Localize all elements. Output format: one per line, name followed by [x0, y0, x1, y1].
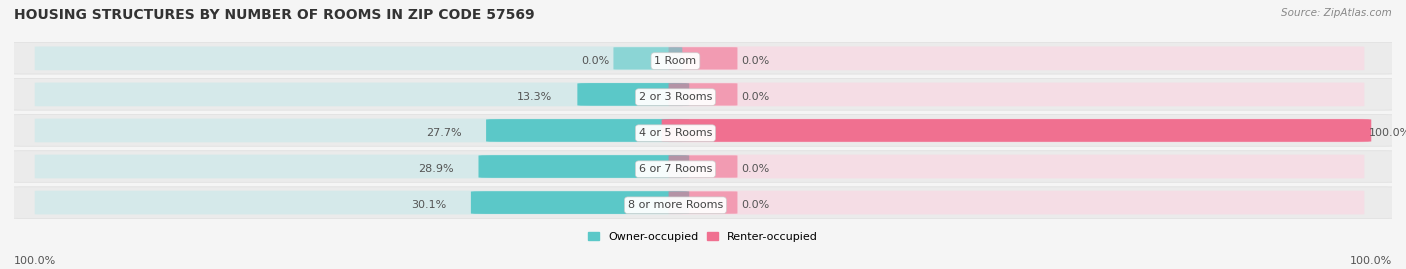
Text: 0.0%: 0.0% [741, 164, 770, 174]
Text: Source: ZipAtlas.com: Source: ZipAtlas.com [1281, 8, 1392, 18]
Text: 8 or more Rooms: 8 or more Rooms [628, 200, 723, 210]
FancyBboxPatch shape [669, 47, 1364, 70]
Text: 6 or 7 Rooms: 6 or 7 Rooms [638, 164, 711, 174]
Text: 27.7%: 27.7% [426, 128, 461, 138]
Text: 2 or 3 Rooms: 2 or 3 Rooms [638, 92, 711, 102]
Text: 0.0%: 0.0% [581, 56, 609, 66]
FancyBboxPatch shape [7, 187, 1399, 218]
Text: 100.0%: 100.0% [1350, 256, 1392, 266]
Text: HOUSING STRUCTURES BY NUMBER OF ROOMS IN ZIP CODE 57569: HOUSING STRUCTURES BY NUMBER OF ROOMS IN… [14, 8, 534, 22]
FancyBboxPatch shape [669, 83, 1364, 106]
FancyBboxPatch shape [35, 83, 682, 106]
Text: 0.0%: 0.0% [741, 56, 770, 66]
FancyBboxPatch shape [486, 119, 689, 142]
FancyBboxPatch shape [613, 47, 682, 70]
FancyBboxPatch shape [35, 155, 682, 178]
FancyBboxPatch shape [35, 119, 682, 142]
FancyBboxPatch shape [478, 155, 689, 178]
FancyBboxPatch shape [669, 47, 738, 70]
FancyBboxPatch shape [7, 79, 1399, 110]
Text: 100.0%: 100.0% [14, 256, 56, 266]
FancyBboxPatch shape [35, 191, 682, 214]
FancyBboxPatch shape [35, 47, 682, 70]
FancyBboxPatch shape [7, 151, 1399, 182]
FancyBboxPatch shape [471, 191, 689, 214]
Text: 1 Room: 1 Room [654, 56, 696, 66]
Text: 100.0%: 100.0% [1368, 128, 1406, 138]
FancyBboxPatch shape [669, 155, 738, 178]
Text: 4 or 5 Rooms: 4 or 5 Rooms [638, 128, 711, 138]
FancyBboxPatch shape [669, 83, 738, 106]
FancyBboxPatch shape [578, 83, 689, 106]
FancyBboxPatch shape [669, 191, 738, 214]
Legend: Owner-occupied, Renter-occupied: Owner-occupied, Renter-occupied [588, 232, 818, 242]
FancyBboxPatch shape [669, 119, 1364, 142]
FancyBboxPatch shape [669, 155, 1364, 178]
FancyBboxPatch shape [662, 119, 1371, 142]
FancyBboxPatch shape [7, 115, 1399, 146]
FancyBboxPatch shape [669, 191, 1364, 214]
Text: 30.1%: 30.1% [411, 200, 446, 210]
Text: 0.0%: 0.0% [741, 200, 770, 210]
Text: 0.0%: 0.0% [741, 92, 770, 102]
Text: 13.3%: 13.3% [517, 92, 553, 102]
Text: 28.9%: 28.9% [418, 164, 454, 174]
FancyBboxPatch shape [7, 43, 1399, 74]
